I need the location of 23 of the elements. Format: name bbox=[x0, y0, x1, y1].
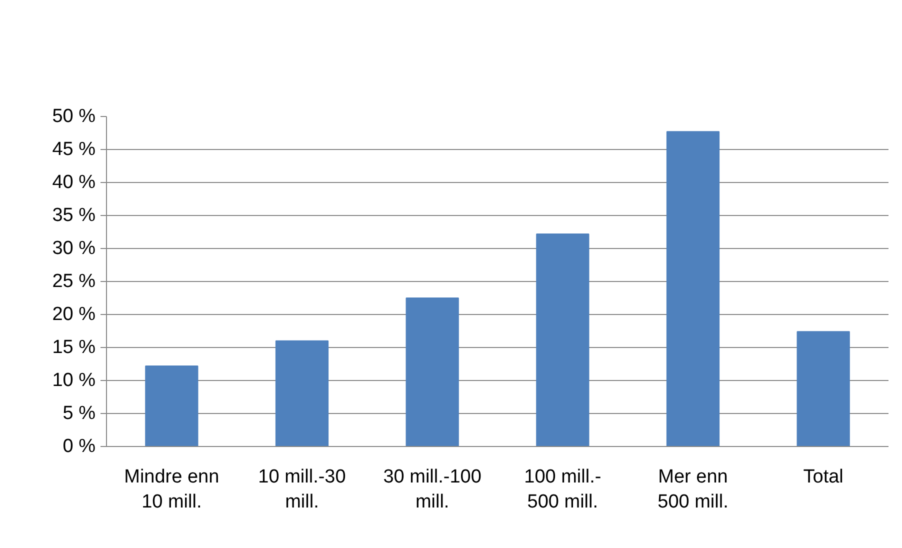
y-tick-label: 5 % bbox=[62, 403, 96, 424]
bar bbox=[796, 331, 850, 446]
y-tick-label: 40 % bbox=[52, 172, 96, 193]
y-tick-label: 20 % bbox=[52, 304, 96, 325]
bar bbox=[145, 365, 198, 446]
x-tick-label: Mindre enn 10 mill. bbox=[124, 466, 220, 513]
x-tick-label: Total bbox=[803, 466, 844, 488]
x-tick-label: Mer enn 500 mill. bbox=[658, 466, 728, 513]
y-tick-label: 45 % bbox=[52, 139, 96, 160]
x-tick-label: 30 mill.-100 mill. bbox=[383, 466, 482, 513]
x-tick-label: 100 mill.- 500 mill. bbox=[524, 466, 602, 513]
bar bbox=[666, 131, 720, 446]
x-tick-label: 10 mill.-30 mill. bbox=[258, 466, 346, 513]
bar bbox=[536, 233, 590, 446]
y-tick-label: 50 % bbox=[52, 106, 96, 127]
y-tick-label: 25 % bbox=[52, 271, 96, 292]
y-tick-label: 15 % bbox=[52, 337, 96, 358]
bar bbox=[275, 340, 329, 446]
y-tick-label: 30 % bbox=[52, 238, 96, 259]
y-tick-label: 0 % bbox=[62, 436, 96, 457]
y-tick-label: 10 % bbox=[52, 370, 96, 391]
y-tick-label: 35 % bbox=[52, 205, 96, 226]
bar bbox=[406, 298, 459, 446]
